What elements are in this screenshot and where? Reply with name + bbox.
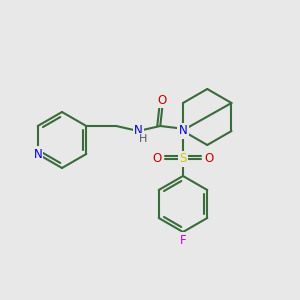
Text: O: O: [204, 152, 214, 166]
Text: S: S: [179, 152, 187, 166]
Text: F: F: [180, 233, 186, 247]
Text: H: H: [139, 134, 147, 144]
Text: N: N: [33, 148, 42, 160]
Text: N: N: [134, 124, 142, 137]
Text: O: O: [158, 94, 167, 106]
Text: N: N: [178, 124, 188, 137]
Text: O: O: [152, 152, 162, 166]
